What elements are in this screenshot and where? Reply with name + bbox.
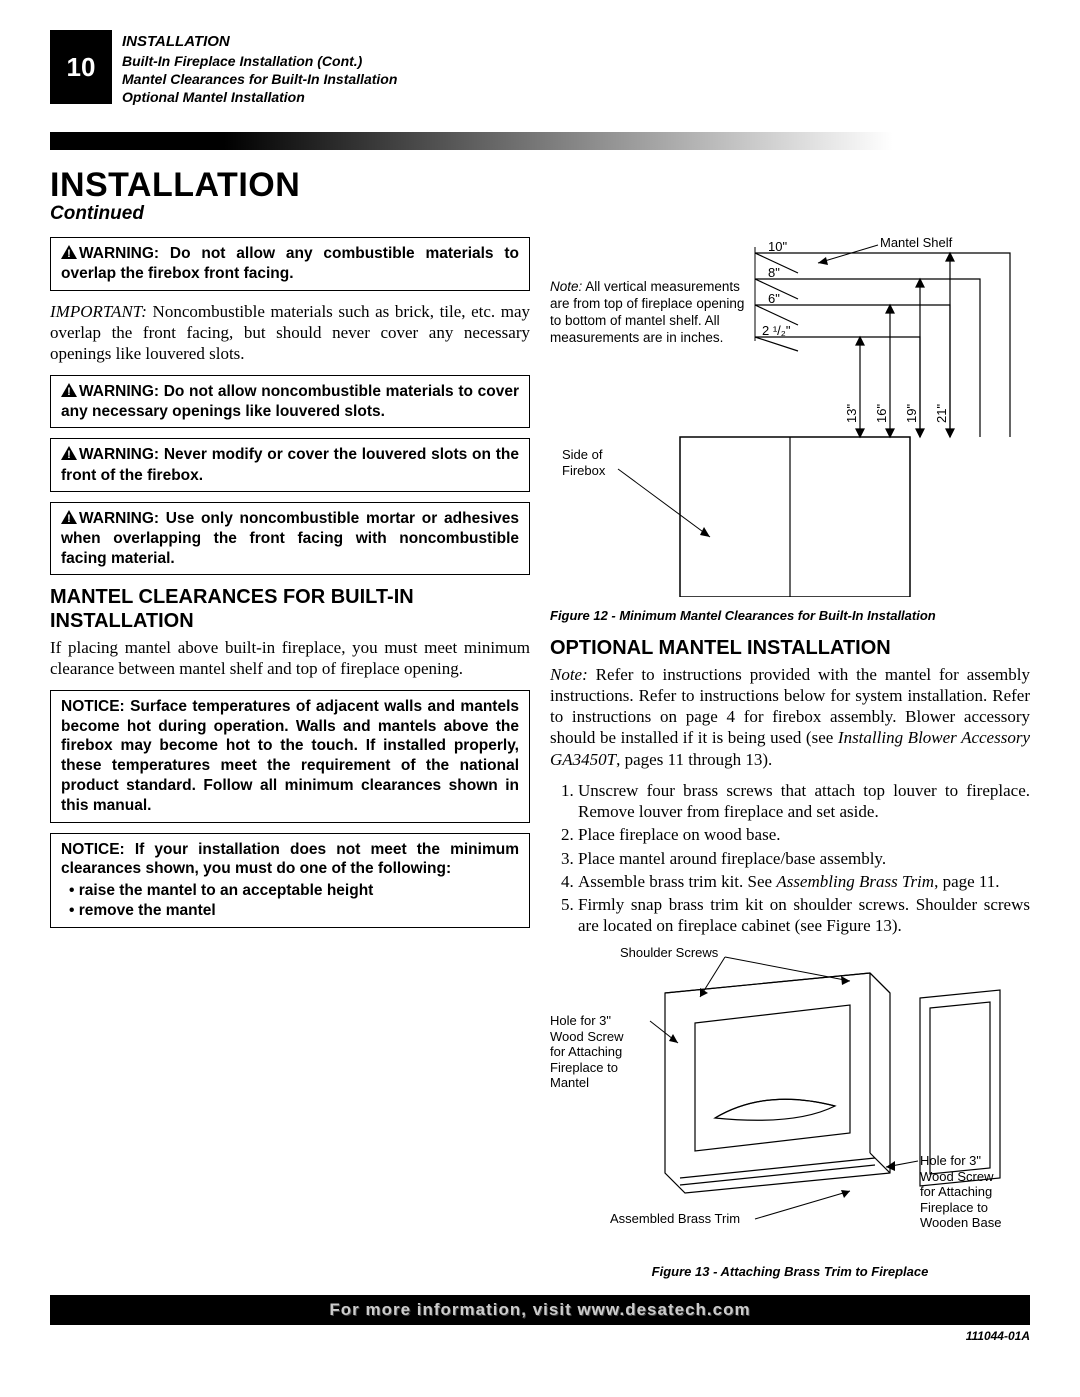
warning-box-4: ! WARNING: Use only noncombustible morta…: [50, 502, 530, 575]
figure-12-caption: Figure 12 - Minimum Mantel Clearances fo…: [550, 608, 1030, 624]
figure-13-diagram: Shoulder Screws Hole for 3" Wood Screw f…: [550, 943, 1030, 1258]
header-row: 10 INSTALLATION Built-In Fireplace Insta…: [50, 30, 1030, 106]
step-item: Place mantel around fireplace/base assem…: [578, 848, 1030, 869]
mantel-shelf-label: Mantel Shelf: [880, 237, 953, 250]
warning-box-3: ! WARNING: Never modify or cover the lou…: [50, 438, 530, 492]
fig12-note-lead: Note:: [550, 279, 582, 294]
assembled-trim-label: Assembled Brass Trim: [610, 1211, 740, 1226]
right-column: 10" 8" 6" 2 ¹/₂" 1: [550, 237, 1030, 1279]
note-tail: , pages 11 through 13).: [616, 750, 772, 769]
warning-text-3: WARNING: Never modify or cover the louve…: [61, 446, 519, 483]
f13-hb5: Wooden Base: [920, 1215, 1001, 1230]
mantel-clearances-body: If placing mantel above built-in firepla…: [50, 637, 530, 680]
warning-icon: !: [61, 510, 77, 529]
dim-10: 10": [768, 239, 787, 254]
f13-hm1: Hole for 3": [550, 1013, 611, 1028]
important-paragraph: IMPORTANT: Noncombustible materials such…: [50, 301, 530, 365]
two-column-layout: ! WARNING: Do not allow any combustible …: [50, 237, 1030, 1279]
warning-text-2: WARNING: Do not allow noncombustible mat…: [61, 383, 519, 420]
warning-text-1: WARNING: Do not allow any combustible ma…: [61, 245, 519, 282]
header-line-3: Mantel Clearances for Built-In Installat…: [122, 70, 397, 88]
dim-8: 8": [768, 265, 780, 280]
svg-text:!: !: [67, 513, 71, 524]
warning-icon: !: [61, 446, 77, 465]
dim-13: 13": [844, 404, 859, 423]
side-of-label: Side of: [562, 447, 603, 462]
mantel-clearances-heading: MANTEL CLEARANCES FOR BUILT-IN INSTALLAT…: [50, 585, 530, 633]
notice-item-2: remove the mantel: [69, 901, 519, 921]
install-steps: Unscrew four brass screws that attach to…: [550, 780, 1030, 937]
figure-12-diagram: 10" 8" 6" 2 ¹/₂" 1: [550, 237, 1030, 602]
document-id: 111044-01A: [50, 1329, 1030, 1343]
warning-box-2: ! WARNING: Do not allow noncombustible m…: [50, 375, 530, 429]
gradient-bar: [50, 132, 1030, 150]
notice-box-2: NOTICE: If your installation does not me…: [50, 833, 530, 928]
note-lead: Note:: [550, 665, 588, 684]
f13-hm2: Wood Screw: [550, 1028, 623, 1043]
f13-hm4: Fireplace to: [550, 1059, 618, 1074]
page-number-badge: 10: [50, 30, 112, 104]
notice-box-1: NOTICE: Surface temperatures of adjacent…: [50, 690, 530, 823]
dim-19: 19": [904, 404, 919, 423]
dim-6: 6": [768, 291, 780, 306]
dim-21: 21": [934, 404, 949, 423]
notice-text-1: NOTICE: Surface temperatures of adjacent…: [61, 698, 519, 814]
header-lines: INSTALLATION Built-In Fireplace Installa…: [122, 30, 397, 106]
dim-2half: 2 ¹/₂": [762, 323, 791, 338]
warning-icon: !: [61, 245, 77, 264]
step-item: Assemble brass trim kit. See Assembling …: [578, 871, 1030, 892]
warning-text-4: WARNING: Use only noncombustible mortar …: [61, 510, 519, 567]
header-line-1: INSTALLATION: [122, 32, 397, 52]
svg-text:!: !: [67, 386, 71, 397]
footer-text: For more information, visit www.desatech…: [329, 1300, 750, 1320]
figure-13-caption: Figure 13 - Attaching Brass Trim to Fire…: [550, 1264, 1030, 1280]
warning-icon: !: [61, 383, 77, 402]
important-lead: IMPORTANT:: [50, 302, 147, 321]
notice-text-2: NOTICE: If your installation does not me…: [61, 841, 519, 878]
optional-mantel-heading: OPTIONAL MANTEL INSTALLATION: [550, 636, 1030, 660]
footer-bar: For more information, visit www.desatech…: [50, 1295, 1030, 1325]
svg-text:!: !: [67, 248, 71, 259]
f13-hm3: for Attaching: [550, 1044, 622, 1059]
step-item: Unscrew four brass screws that attach to…: [578, 780, 1030, 823]
shoulder-screws-label: Shoulder Screws: [620, 945, 719, 960]
page-title: INSTALLATION: [50, 166, 1030, 205]
notice-item-1: raise the mantel to an acceptable height: [69, 881, 519, 901]
step-item: Firmly snap brass trim kit on shoulder s…: [578, 894, 1030, 937]
left-column: ! WARNING: Do not allow any combustible …: [50, 237, 530, 1279]
dim-16: 16": [874, 404, 889, 423]
firebox-label: Firebox: [562, 463, 606, 478]
f13-hb2: Wood Screw: [920, 1168, 993, 1183]
header-line-2: Built-In Fireplace Installation (Cont.): [122, 52, 397, 70]
f13-hm5: Mantel: [550, 1075, 589, 1090]
header-line-4: Optional Mantel Installation: [122, 88, 397, 106]
f13-hb3: for Attaching: [920, 1184, 992, 1199]
warning-box-1: ! WARNING: Do not allow any combustible …: [50, 237, 530, 291]
f13-hb1: Hole for 3": [920, 1153, 981, 1168]
continued-label: Continued: [50, 203, 1030, 225]
page: 10 INSTALLATION Built-In Fireplace Insta…: [0, 0, 1080, 1363]
step-item: Place fireplace on wood base.: [578, 824, 1030, 845]
f13-hb4: Fireplace to: [920, 1199, 988, 1214]
optional-mantel-note: Note: Refer to instructions provided wit…: [550, 664, 1030, 770]
svg-text:!: !: [67, 449, 71, 460]
